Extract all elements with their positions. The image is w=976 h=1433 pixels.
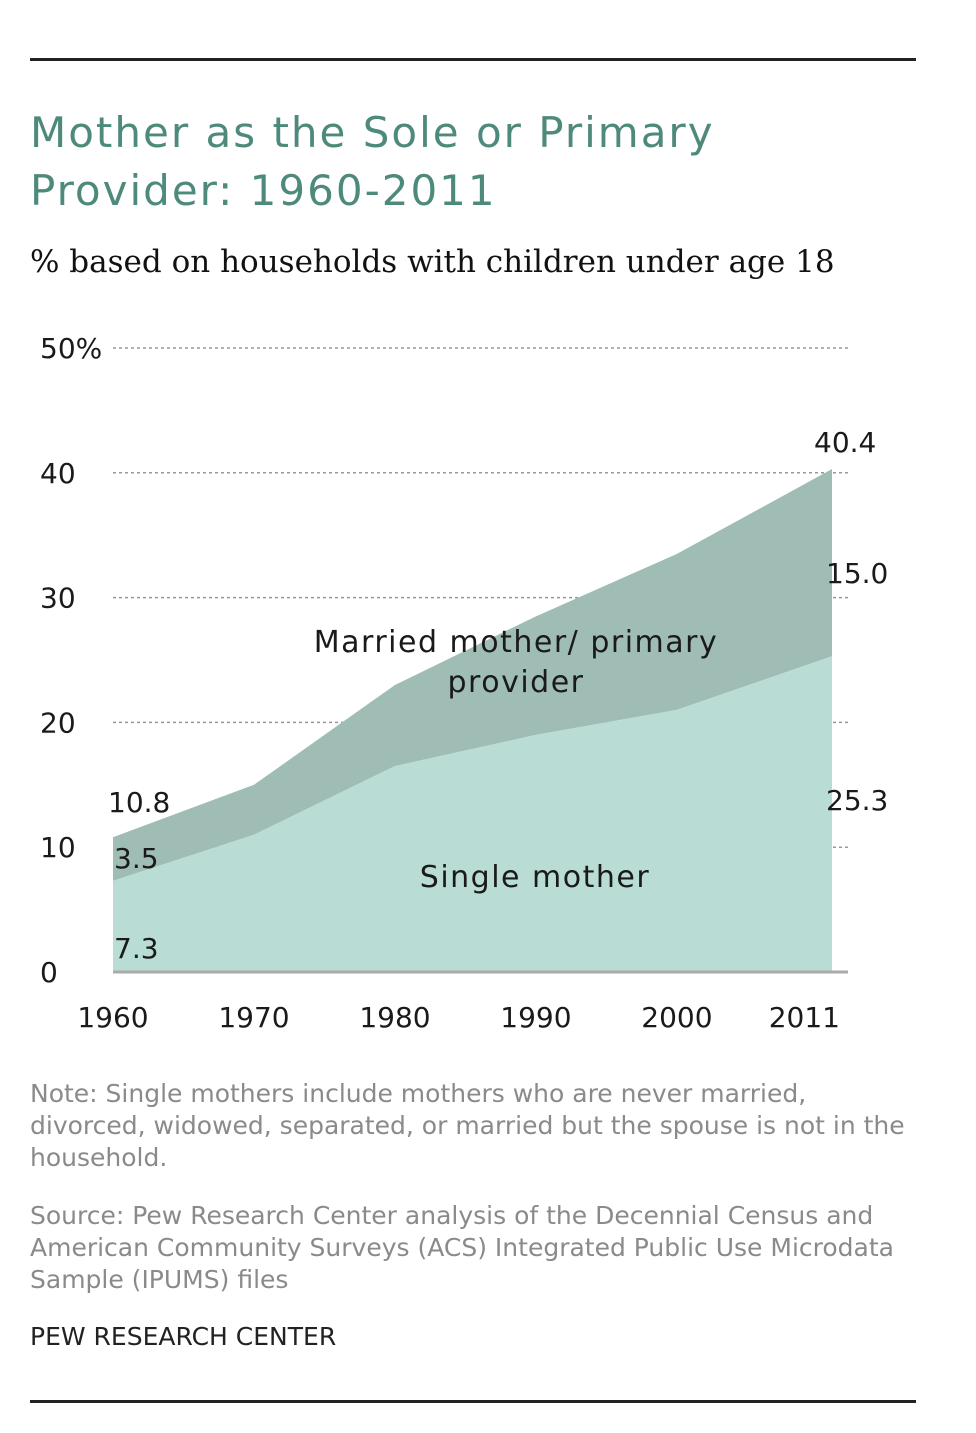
y-tick-label-50: 50% — [40, 332, 102, 365]
y-tick-label-0: 0 — [40, 956, 58, 989]
chart-source: Source: Pew Research Center analysis of … — [30, 1201, 894, 1294]
y-tick-label-40: 40 — [40, 457, 76, 490]
data-label-total-2011: 40.4 — [814, 426, 876, 459]
x-tick-label-1980: 1980 — [359, 1001, 430, 1034]
data-label-married-2011: 15.0 — [826, 557, 888, 590]
chart-subtitle: % based on households with children unde… — [30, 244, 835, 280]
x-tick-label-1990: 1990 — [500, 1001, 571, 1034]
chart-areas — [113, 469, 832, 972]
data-label-single-1960: 7.3 — [114, 932, 159, 965]
area-single-mother — [113, 656, 832, 972]
bottom-rule — [30, 1400, 916, 1403]
data-label-total-1960: 10.8 — [108, 786, 170, 819]
x-tick-label-1970: 1970 — [218, 1001, 289, 1034]
chart-title: Mother as the Sole or Primary Provider: … — [30, 108, 715, 215]
x-axis-ticks: 1960 1970 1980 1990 2000 2011 — [77, 1001, 840, 1034]
y-tick-label-10: 10 — [40, 831, 76, 864]
series-label-single: Single mother — [420, 860, 650, 895]
x-tick-label-2000: 2000 — [641, 1001, 712, 1034]
y-axis-ticks: 0 10 20 30 40 50% — [40, 332, 102, 989]
chart-note: Note: Single mothers include mothers who… — [30, 1079, 905, 1172]
y-tick-label-20: 20 — [40, 706, 76, 739]
data-label-single-2011: 25.3 — [826, 784, 888, 817]
area-married-mother — [113, 469, 832, 881]
x-tick-label-2011: 2011 — [769, 1001, 840, 1034]
x-tick-label-1960: 1960 — [77, 1001, 148, 1034]
area-chart: 0 10 20 30 40 50% 1960 1970 1980 1990 2000 2011 Ma… — [40, 332, 888, 1034]
y-tick-label-30: 30 — [40, 582, 76, 615]
series-label-married-line2: provider — [448, 665, 585, 700]
top-rule — [30, 58, 916, 61]
data-label-married-1960: 3.5 — [114, 842, 159, 875]
series-label-married-line1: Married mother/ primary — [314, 625, 718, 660]
pew-research-center-credit: PEW RESEARCH CENTER — [30, 1322, 337, 1351]
